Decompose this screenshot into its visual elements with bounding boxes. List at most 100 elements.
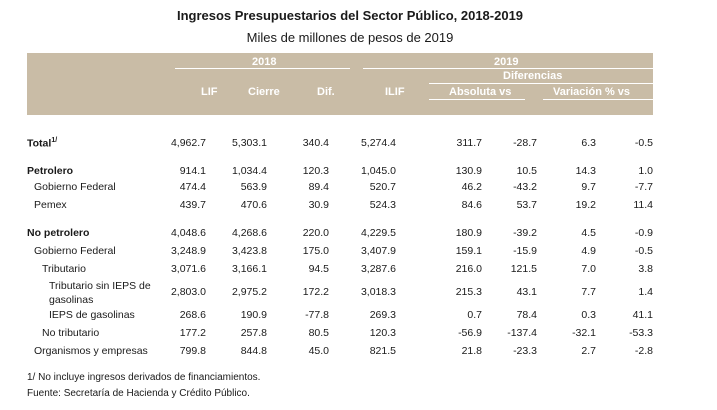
table-cell: 520.7 <box>369 181 396 193</box>
table-cell: -28.7 <box>513 137 537 149</box>
table-cell: 220.0 <box>302 227 329 239</box>
table-cell: 43.1 <box>516 286 537 298</box>
table-cell: 94.5 <box>308 263 329 275</box>
row-label: No petrolero <box>27 227 89 239</box>
table-cell: 439.7 <box>179 199 206 211</box>
footnote-marker: 1/ <box>51 137 58 144</box>
table-cell: -23.3 <box>513 345 537 357</box>
table-cell: 130.9 <box>455 165 482 177</box>
table-cell: 799.8 <box>179 345 206 357</box>
table-cell: -56.9 <box>458 327 482 339</box>
row-label: No tributario <box>42 327 99 339</box>
table-cell: 3,287.6 <box>360 263 396 275</box>
table-row: Tributario sin IEPS de gasolinas 2,803.0 2,… <box>27 279 653 306</box>
table-cell: 190.9 <box>240 309 267 321</box>
source-note: Fuente: Secretaría de Hacienda y Crédito… <box>27 388 250 399</box>
table-cell: 2,975.2 <box>231 286 267 298</box>
row-label-text: Gobierno Federal <box>34 181 116 193</box>
table-cell: 11.4 <box>633 199 653 211</box>
row-label-text: Pemex <box>34 199 67 211</box>
table-cell: 4,962.7 <box>170 137 206 149</box>
table-cell: 180.9 <box>455 227 482 239</box>
table-cell: 257.8 <box>240 327 267 339</box>
table-cell: 9.7 <box>581 181 596 193</box>
table-cell: 3,018.3 <box>360 286 396 298</box>
table-cell: 19.2 <box>575 199 596 211</box>
table-cell: 7.0 <box>581 263 596 275</box>
table-cell: 0.3 <box>581 309 596 321</box>
table-cell: -43.2 <box>513 181 537 193</box>
table-cell: 1,034.4 <box>231 165 267 177</box>
table-row: Organismos y empresas 799.8 844.8 45.0 821.5… <box>27 345 653 362</box>
header-col-cierre: Cierre <box>248 86 280 98</box>
header-year-2019: 2019 <box>494 56 519 68</box>
header-col-absoluta: Absoluta vs <box>449 86 512 98</box>
table-header: 2018 2019 Diferencias LIF Cierre Dif. IL… <box>27 53 653 115</box>
header-divider-diferencias <box>429 83 653 84</box>
header-underline-absoluta <box>429 99 525 100</box>
table-cell: 3,071.6 <box>170 263 206 275</box>
table-cell: 175.0 <box>302 245 329 257</box>
table-cell: 80.5 <box>308 327 329 339</box>
table-row: IEPS de gasolinas 268.6 190.9 -77.8 269.3 0.7… <box>27 309 653 326</box>
row-label: Total1/ <box>27 137 57 150</box>
table-cell: 2,803.0 <box>170 286 206 298</box>
table-cell: -39.2 <box>513 227 537 239</box>
table-cell: 3,248.9 <box>170 245 206 257</box>
table-cell: 4.9 <box>581 245 596 257</box>
table-cell: 2.7 <box>581 345 596 357</box>
header-col-ilif: ILIF <box>385 86 405 98</box>
row-label: IEPS de gasolinas <box>49 309 135 321</box>
header-divider-2018 <box>175 68 350 69</box>
table-cell: 45.0 <box>308 345 329 357</box>
table-cell: 1.4 <box>638 286 653 298</box>
table-cell: 269.3 <box>369 309 396 321</box>
table-cell: 10.5 <box>516 165 537 177</box>
row-label-text: IEPS de gasolinas <box>49 309 135 321</box>
table-cell: 5,303.1 <box>231 137 267 149</box>
table-cell: 3,166.1 <box>231 263 267 275</box>
table-cell: 121.5 <box>510 263 537 275</box>
header-divider-2019 <box>363 68 653 69</box>
table-cell: 84.6 <box>461 199 482 211</box>
table-row: Pemex 439.7 470.6 30.9 524.3 84.6 53.7 19.2 11.4 <box>27 199 653 216</box>
table-cell: 4,268.6 <box>231 227 267 239</box>
table-cell: 21.8 <box>461 345 482 357</box>
table-cell: 172.2 <box>302 286 329 298</box>
row-label-continuation: gasolinas <box>49 294 94 306</box>
row-label-text: Tributario sin IEPS de <box>49 280 151 292</box>
table-cell: 4.5 <box>581 227 596 239</box>
table-cell: 3.8 <box>638 263 653 275</box>
header-underline-variacion <box>543 99 653 100</box>
row-label-text: Petrolero <box>27 165 74 177</box>
row-label: Organismos y empresas <box>34 345 148 357</box>
table-cell: -7.7 <box>634 181 653 193</box>
row-label-text: Organismos y empresas <box>34 345 148 357</box>
table-cell: 1,045.0 <box>360 165 396 177</box>
table-cell: 5,274.4 <box>360 137 396 149</box>
table-row: No petrolero 4,048.6 4,268.6 220.0 4,229.5 18… <box>27 227 653 244</box>
row-label-text: No tributario <box>42 327 100 339</box>
table-cell: 6.3 <box>581 137 596 149</box>
table-cell: 89.4 <box>308 181 329 193</box>
row-label: Gobierno Federal <box>34 181 116 193</box>
table-cell: 3,407.9 <box>360 245 396 257</box>
footnote: 1/ No incluye ingresos derivados de fina… <box>27 372 261 383</box>
table-cell: -137.4 <box>507 327 537 339</box>
table-cell: 53.7 <box>516 199 537 211</box>
table-cell: 120.3 <box>302 165 329 177</box>
table-cell: -0.5 <box>634 245 653 257</box>
row-label-text: Total <box>27 137 52 150</box>
table-cell: 177.2 <box>179 327 206 339</box>
table-cell: 268.6 <box>179 309 206 321</box>
table-cell: 914.1 <box>179 165 206 177</box>
table-cell: -0.5 <box>634 137 653 149</box>
table-cell: 844.8 <box>240 345 267 357</box>
header-year-2018: 2018 <box>252 56 277 68</box>
table-title: Ingresos Presupuestarios del Sector Públ… <box>176 8 524 23</box>
table-cell: 46.2 <box>461 181 482 193</box>
row-label: Petrolero <box>27 165 73 177</box>
table-cell: 30.9 <box>308 199 329 211</box>
table-cell: -53.3 <box>629 327 653 339</box>
header-diferencias: Diferencias <box>503 70 563 82</box>
